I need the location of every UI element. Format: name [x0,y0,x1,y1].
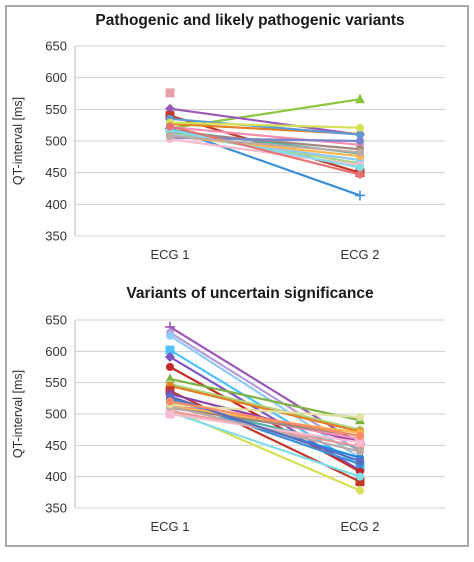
y-tick-label: 400 [45,197,67,212]
y-tick-label: 650 [45,313,67,328]
data-point [166,397,174,406]
data-point [356,472,364,481]
series-line [168,125,362,146]
series-18 [165,88,175,98]
y-tick-label: 600 [45,70,67,85]
x-tick-label: ECG 2 [340,519,379,534]
series-line [168,129,362,169]
y-tick-label: 350 [45,229,67,244]
series-line [168,117,362,136]
series-line [168,377,362,422]
y-axis-label: QT-interval [ms] [11,97,25,185]
series-line [168,134,362,154]
figure-frame [5,5,469,547]
y-tick-label: 550 [45,102,67,117]
series-line [168,355,362,472]
data-point [356,431,364,440]
chart-title: Pathogenic and likely pathogenic variant… [95,12,404,29]
y-tick-label: 450 [45,438,67,453]
chart-title: Variants of uncertain significance [126,285,374,302]
y-tick-label: 350 [45,501,67,516]
data-point [355,477,365,487]
data-point [356,148,364,157]
y-tick-label: 600 [45,344,67,359]
series-line [168,125,362,176]
data-point [165,88,175,98]
data-point [356,170,364,179]
y-axis-label: QT-interval [ms] [11,370,25,458]
data-point [166,131,174,140]
data-point [355,190,365,201]
y-tick-label: 400 [45,469,67,484]
series-16 [166,122,364,179]
data-point [356,130,364,139]
data-point [165,409,175,419]
y-tick-label: 650 [45,39,67,54]
data-point [165,373,175,383]
data-point [356,123,364,132]
data-point [356,457,364,465]
chart-panel-uncertain: Variants of uncertain significance 350 400… [11,285,445,534]
data-point [166,122,174,131]
x-tick-label: ECG 1 [150,519,189,534]
chart-panel-pathogenic: Pathogenic and likely pathogenic variant… [11,12,445,262]
series-24 [166,397,364,440]
series-line [168,107,362,136]
data-point [356,163,364,172]
series-line [168,382,362,431]
y-tick-label: 450 [45,165,67,180]
series-line [168,121,362,129]
series-line [168,400,362,438]
x-tick-label: ECG 2 [340,247,379,262]
y-tick-label: 550 [45,375,67,390]
x-tick-label: ECG 1 [150,247,189,262]
data-point [166,363,174,371]
series-line [168,411,362,478]
data-point [356,413,364,422]
data-point [166,331,174,340]
series-17 [166,131,364,157]
series-line [168,384,362,433]
data-point [356,447,364,456]
y-tick-label: 500 [45,407,67,422]
data-point [165,345,175,355]
data-point [355,437,365,447]
data-point [356,486,364,495]
data-point [165,351,175,362]
series-line [168,334,362,459]
y-tick-label: 500 [45,134,67,149]
data-point [355,93,365,104]
data-point [356,137,364,145]
